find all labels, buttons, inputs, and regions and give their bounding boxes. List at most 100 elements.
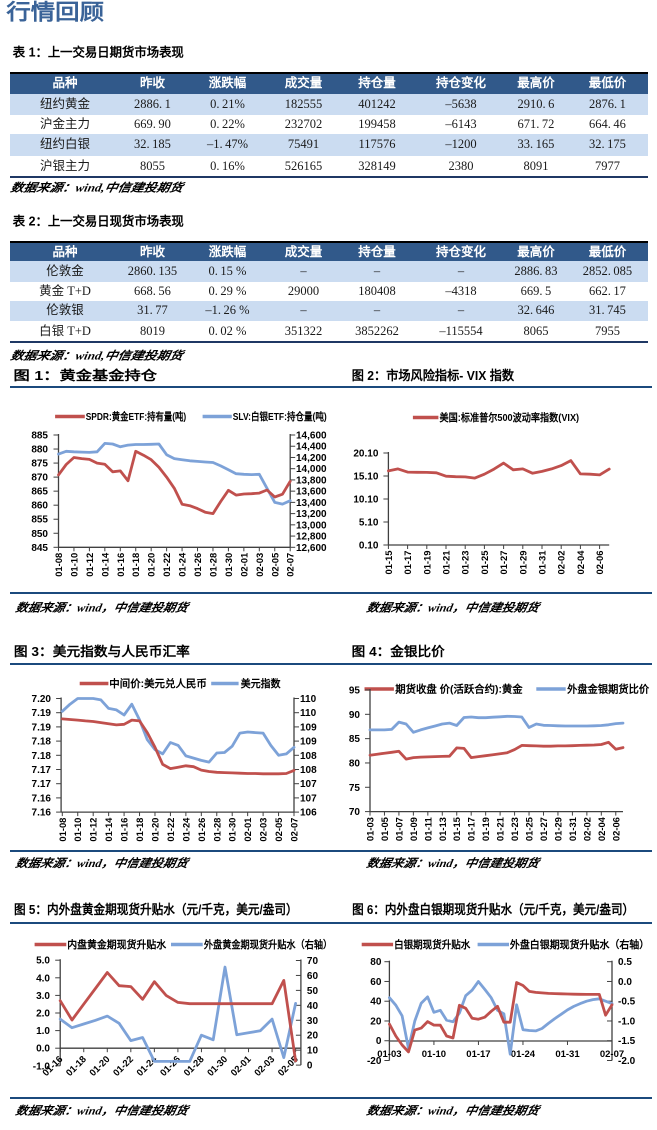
svg-text:02-03: 02-03	[255, 553, 266, 577]
svg-text:数据来源：wind,中信建投期货: 数据来源：wind,中信建投期货	[9, 181, 187, 195]
svg-text:02-05: 02-05	[274, 817, 285, 842]
svg-text:14,000: 14,000	[296, 464, 327, 475]
svg-text:02-07: 02-07	[600, 1049, 624, 1060]
svg-text:期货收盘 价(活跃合约):黄金: 期货收盘 价(活跃合约):黄金	[395, 683, 523, 696]
svg-text:-1.0: -1.0	[618, 1016, 636, 1027]
svg-text:数据来源：wind,中信建投期货: 数据来源：wind,中信建投期货	[9, 349, 187, 363]
svg-text:13,400: 13,400	[296, 498, 327, 509]
svg-text:870: 870	[31, 473, 48, 484]
svg-text:01-03: 01-03	[366, 817, 377, 841]
svg-text:50: 50	[307, 986, 319, 997]
svg-text:图 6：内外盘白银期现货升贴水（元/千克，美元/盎司）: 图 6：内外盘白银期现货升贴水（元/千克，美元/盎司）	[352, 902, 634, 917]
svg-text:01-16: 01-16	[116, 553, 127, 577]
svg-text:01-24: 01-24	[511, 1049, 536, 1060]
svg-text:-1.0: -1.0	[33, 1061, 51, 1072]
svg-text:表 2：上一交易日现货市场表现: 表 2：上一交易日现货市场表现	[12, 214, 184, 229]
svg-text:12,800: 12,800	[296, 532, 327, 543]
svg-text:图 4：金银比价: 图 4：金银比价	[352, 644, 446, 659]
svg-text:14,600: 14,600	[296, 431, 327, 442]
svg-text:内盘黄金期现货升贴水: 内盘黄金期现货升贴水	[67, 938, 166, 951]
svg-text:01-21: 01-21	[496, 816, 507, 841]
svg-text:4.0: 4.0	[36, 973, 50, 984]
svg-text:75: 75	[349, 783, 361, 794]
svg-text:02-07: 02-07	[290, 818, 301, 842]
svg-text:13,800: 13,800	[296, 475, 327, 486]
svg-text:01-03: 01-03	[377, 1049, 401, 1060]
svg-text:109: 109	[300, 722, 317, 733]
svg-text:855: 855	[31, 515, 48, 526]
svg-text:13,200: 13,200	[296, 509, 327, 520]
svg-text:80: 80	[370, 957, 382, 968]
svg-text:02-04: 02-04	[576, 550, 587, 575]
svg-text:01-23: 01-23	[510, 817, 521, 841]
svg-text:01-25: 01-25	[480, 550, 491, 575]
svg-text:01-22: 01-22	[166, 818, 177, 842]
svg-text:数据来源：wind，中信建投期货: 数据来源：wind，中信建投期货	[365, 1104, 542, 1118]
svg-text:行情回顾: 行情回顾	[5, 0, 104, 24]
svg-text:85: 85	[349, 734, 361, 745]
svg-text:01-31: 01-31	[568, 816, 579, 841]
svg-text:01-10: 01-10	[73, 818, 84, 842]
svg-text:7.16: 7.16	[32, 808, 52, 819]
svg-text:01-08: 01-08	[58, 818, 69, 842]
svg-text:01-25: 01-25	[525, 816, 536, 841]
svg-text:01-24: 01-24	[178, 552, 189, 577]
svg-text:数据来源：wind，中信建投期货: 数据来源：wind，中信建投期货	[365, 601, 542, 615]
svg-text:01-26: 01-26	[193, 553, 204, 577]
svg-text:01-07: 01-07	[394, 817, 405, 841]
svg-text:数据来源：wind，中信建投期货: 数据来源：wind，中信建投期货	[14, 856, 191, 870]
svg-text:15.10: 15.10	[353, 472, 378, 483]
svg-text:01-31: 01-31	[555, 1049, 580, 1060]
svg-text:01-19: 01-19	[481, 817, 492, 841]
svg-text:7.20: 7.20	[32, 694, 52, 705]
svg-text:01-26: 01-26	[197, 818, 208, 842]
svg-text:01-30: 01-30	[228, 818, 239, 842]
svg-text:7.16: 7.16	[32, 793, 52, 804]
svg-text:0: 0	[376, 1036, 382, 1047]
svg-text:30: 30	[307, 1016, 319, 1027]
svg-text:01-31: 01-31	[538, 550, 549, 575]
svg-text:01-15: 01-15	[452, 816, 463, 841]
svg-text:01-12: 01-12	[89, 818, 100, 842]
svg-text:02-04: 02-04	[597, 816, 608, 841]
svg-text:13,600: 13,600	[296, 487, 327, 498]
svg-text:01-10: 01-10	[422, 1049, 446, 1060]
svg-text:01-20: 01-20	[150, 818, 161, 842]
svg-text:01-19: 01-19	[422, 551, 433, 575]
svg-text:SLV:白银ETF:持仓量(吨): SLV:白银ETF:持仓量(吨)	[233, 410, 327, 423]
svg-text:106: 106	[300, 808, 317, 819]
svg-text:01-29: 01-29	[518, 551, 529, 575]
svg-text:14,200: 14,200	[296, 453, 327, 464]
svg-text:0.5: 0.5	[618, 957, 632, 968]
svg-text:60: 60	[307, 971, 319, 982]
svg-text:0: 0	[307, 1061, 313, 1072]
svg-text:01-16: 01-16	[120, 818, 131, 842]
svg-text:数据来源：wind，中信建投期货: 数据来源：wind，中信建投期货	[365, 856, 542, 870]
svg-text:01-09: 01-09	[409, 817, 420, 841]
svg-text:7.17: 7.17	[32, 779, 52, 790]
svg-text:01-24: 01-24	[181, 817, 192, 842]
svg-text:01-28: 01-28	[212, 818, 223, 842]
svg-text:-2.0: -2.0	[618, 1056, 636, 1067]
svg-text:7.17: 7.17	[32, 765, 52, 776]
svg-text:3.0: 3.0	[36, 991, 50, 1002]
svg-text:107: 107	[300, 779, 317, 790]
svg-text:01-15: 01-15	[384, 550, 395, 575]
svg-text:40: 40	[307, 1001, 319, 1012]
svg-text:7.18: 7.18	[32, 751, 52, 762]
svg-text:01-20: 01-20	[147, 553, 158, 577]
svg-text:880: 880	[31, 445, 48, 456]
svg-text:5.10: 5.10	[359, 518, 379, 529]
svg-text:01-05: 01-05	[380, 816, 391, 841]
svg-text:美元指数: 美元指数	[241, 677, 281, 690]
svg-text:20: 20	[307, 1031, 319, 1042]
svg-text:01-22: 01-22	[162, 553, 173, 577]
svg-text:图 1：黄金基金持仓: 图 1：黄金基金持仓	[14, 368, 159, 383]
svg-text:0.0: 0.0	[36, 1044, 50, 1055]
svg-text:表 1：上一交易日期货市场表现: 表 1：上一交易日期货市场表现	[12, 45, 184, 60]
svg-text:01-17: 01-17	[466, 1049, 490, 1060]
svg-text:外盘金银期货比价: 外盘金银期货比价	[566, 683, 649, 696]
svg-text:7.18: 7.18	[32, 737, 52, 748]
svg-text:中间价:美元兑人民币: 中间价:美元兑人民币	[109, 677, 207, 690]
svg-text:数据来源：wind，中信建投期货: 数据来源：wind，中信建投期货	[14, 1104, 191, 1118]
